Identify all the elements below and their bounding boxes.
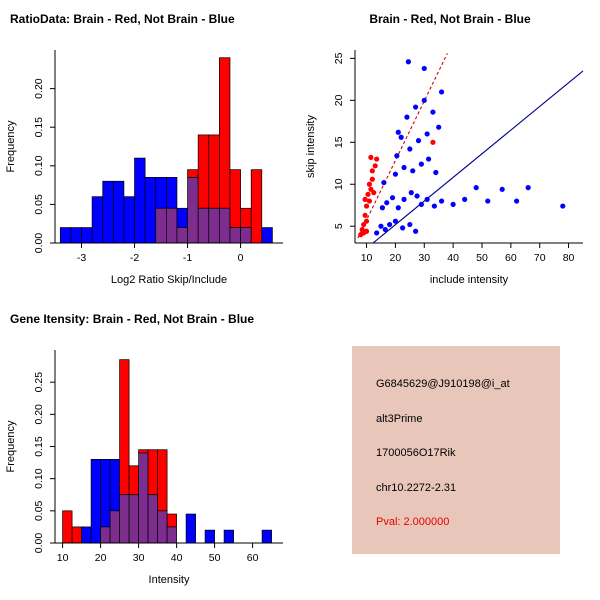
panel-info: G6845629@J910198@i_at alt3Prime 1700056O… (300, 300, 600, 600)
svg-text:20: 20 (95, 552, 107, 564)
ratio-histogram-chart: -3 -2 -1 0 0.00 0.05 0.10 0.15 0.20 Log2 Ratio Sk… (5, 50, 283, 286)
svg-text:10: 10 (361, 252, 373, 264)
probe-id-text: G6845629@J910198@i_at (376, 378, 510, 390)
pval-text: Pval: 2.000000 (376, 516, 450, 528)
gene-histogram-title: Gene Itensity: Brain - Red, Not Brain - … (10, 312, 255, 326)
panel-gene-histogram: Gene Itensity: Brain - Red, Not Brain - … (0, 300, 300, 600)
svg-text:50: 50 (209, 552, 221, 564)
svg-text:0.00: 0.00 (33, 233, 45, 254)
svg-text:Intensity: Intensity (149, 574, 190, 586)
svg-text:0.20: 0.20 (33, 78, 45, 99)
svg-text:60: 60 (505, 252, 517, 264)
gene-histogram-chart: 10 20 30 40 50 60 0.00 0.05 0.10 0.15 0.20 0.25 Inte… (5, 350, 283, 586)
svg-text:40: 40 (447, 252, 459, 264)
svg-text:20: 20 (390, 252, 402, 264)
svg-text:0.00: 0.00 (33, 533, 45, 554)
svg-text:0.10: 0.10 (33, 468, 45, 489)
scatter-chart: 10 20 30 40 50 60 70 80 5 10 15 20 25 include intensi… (305, 50, 584, 286)
svg-text:0.05: 0.05 (33, 500, 45, 521)
svg-text:-3: -3 (77, 252, 86, 264)
svg-text:0.15: 0.15 (33, 436, 45, 457)
svg-text:5: 5 (333, 223, 345, 229)
ratio-histogram-title: RatioData: Brain - Red, Not Brain - Blue (10, 12, 235, 26)
svg-text:25: 25 (333, 52, 345, 64)
svg-text:include intensity: include intensity (430, 274, 509, 286)
svg-text:Frequency: Frequency (5, 420, 17, 472)
info-box: G6845629@J910198@i_at alt3Prime 1700056O… (352, 346, 560, 554)
svg-text:-1: -1 (183, 252, 192, 264)
location-text: chr10.2272-2.31 (376, 481, 457, 494)
svg-text:0.10: 0.10 (33, 155, 45, 176)
svg-text:60: 60 (247, 552, 259, 564)
svg-text:10: 10 (57, 552, 69, 564)
svg-text:30: 30 (418, 252, 430, 264)
svg-text:80: 80 (563, 252, 575, 264)
svg-text:70: 70 (534, 252, 546, 264)
gene-name-text: 1700056O17Rik (376, 447, 456, 459)
svg-text:-2: -2 (130, 252, 139, 264)
svg-text:0.15: 0.15 (33, 117, 45, 138)
svg-text:Log2 Ratio Skip/Include: Log2 Ratio Skip/Include (111, 274, 227, 286)
svg-text:0.05: 0.05 (33, 194, 45, 215)
svg-text:0.20: 0.20 (33, 404, 45, 425)
svg-text:Frequency: Frequency (5, 120, 17, 172)
panel-ratio-histogram: RatioData: Brain - Red, Not Brain - Blue… (0, 0, 300, 300)
panel-scatter: Brain - Red, Not Brain - Blue 10 20 30 40 50… (300, 0, 600, 300)
svg-text:15: 15 (333, 136, 345, 148)
svg-text:50: 50 (476, 252, 488, 264)
svg-text:40: 40 (171, 552, 183, 564)
svg-text:skip intensity: skip intensity (305, 115, 317, 178)
scatter-title: Brain - Red, Not Brain - Blue (369, 12, 531, 26)
splice-type-text: alt3Prime (376, 412, 423, 425)
svg-text:30: 30 (133, 552, 145, 564)
svg-text:0: 0 (238, 252, 244, 264)
svg-text:20: 20 (333, 94, 345, 106)
svg-text:0.25: 0.25 (33, 372, 45, 393)
svg-text:10: 10 (333, 178, 345, 190)
